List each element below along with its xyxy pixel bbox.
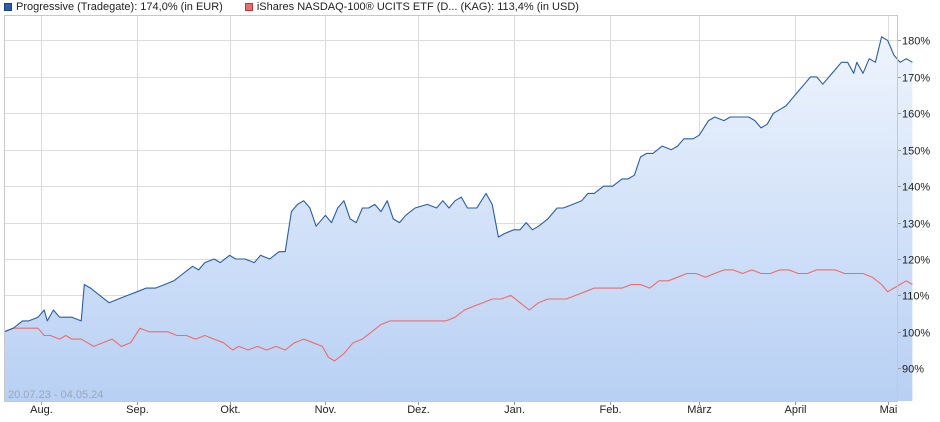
y-tick-label: 150%	[902, 146, 930, 158]
y-tick-label: 120%	[902, 255, 930, 267]
legend-swatch-progressive	[4, 3, 12, 11]
series-line-2	[3, 269, 913, 362]
y-tick-label: 110%	[902, 291, 930, 303]
legend: Progressive (Tradegate): 174,0% (in EUR)…	[4, 0, 579, 14]
x-tick-label: März	[687, 404, 711, 416]
legend-label-progressive: Progressive (Tradegate): 174,0% (in EUR)	[16, 1, 223, 13]
x-tick-label: Sep.	[126, 404, 149, 416]
x-tick-label: Jan.	[504, 404, 525, 416]
x-tick-label: Feb.	[599, 404, 621, 416]
legend-item-ishares[interactable]: iShares NASDAQ-100® UCITS ETF (D... (KAG…	[244, 1, 579, 13]
y-tick-label: 130%	[902, 219, 930, 231]
x-tick-label: Dez.	[407, 404, 430, 416]
date-range-label: 20.07.23 - 04.05.24	[8, 389, 103, 401]
y-tick-label: 180%	[902, 36, 930, 48]
y-tick-label: 140%	[902, 182, 930, 194]
series-area-1	[4, 36, 913, 402]
y-tick-label: 90%	[902, 364, 924, 376]
x-tick-label: Aug.	[30, 404, 53, 416]
y-tick-label: 100%	[902, 328, 930, 340]
legend-swatch-ishares	[244, 3, 253, 11]
y-tick-label: 160%	[902, 109, 930, 121]
y-tick-label: 170%	[902, 73, 930, 85]
legend-item-progressive[interactable]: Progressive (Tradegate): 174,0% (in EUR)	[4, 1, 223, 13]
axes: Aug. Sep. Okt. Nov. Dez. Jan. Feb. März April Mai…	[4, 15, 930, 416]
series-line-1	[3, 36, 913, 333]
legend-label-ishares: iShares NASDAQ-100® UCITS ETF (D... (KAG…	[256, 1, 579, 13]
x-tick-label: Nov.	[315, 404, 337, 416]
x-tick-label: April	[784, 404, 806, 416]
plot-area[interactable]	[3, 36, 913, 402]
x-tick-label: Mai	[880, 404, 898, 416]
x-tick-label: Okt.	[220, 404, 240, 416]
plot-frame	[4, 15, 898, 402]
